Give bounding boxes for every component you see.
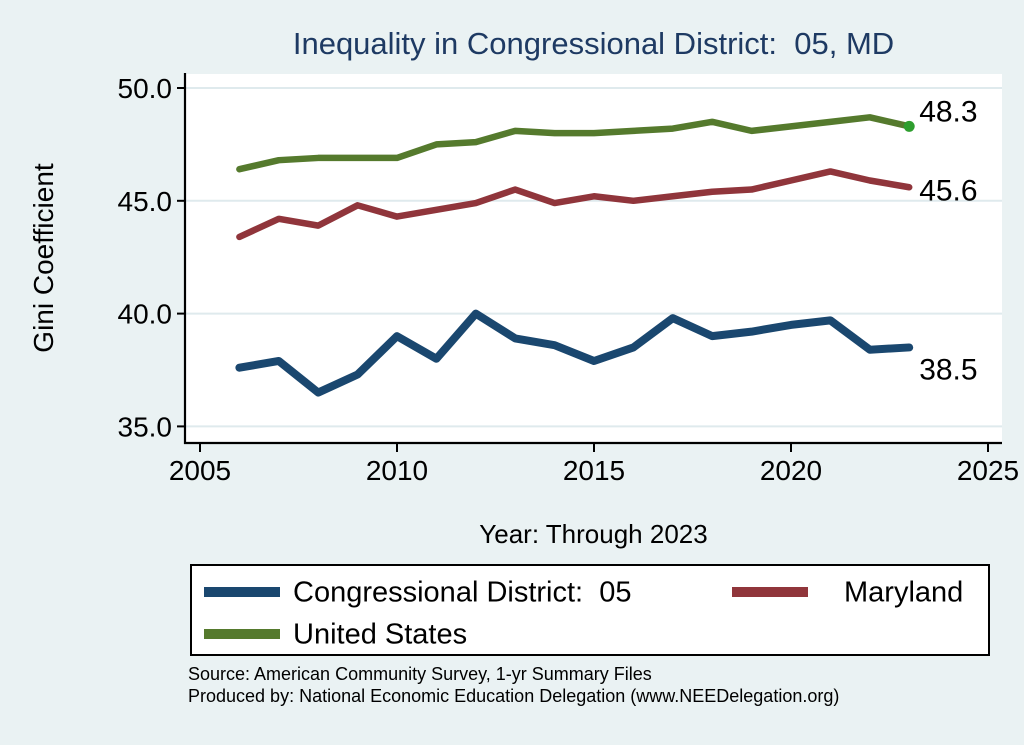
x-axis-title: Year: Through 2023 (479, 519, 708, 549)
legend: Congressional District: 05 Maryland Unit… (190, 564, 990, 656)
produced-by-line: Produced by: National Economic Education… (188, 686, 840, 706)
legend-swatch-united-states (204, 629, 280, 639)
y-tick-label: 40.0 (118, 299, 173, 330)
x-tick-label: 2010 (366, 455, 428, 486)
source-notes: Source: American Community Survey, 1-yr … (188, 663, 839, 707)
y-tick-label: 45.0 (118, 186, 173, 217)
source-line: Source: American Community Survey, 1-yr … (188, 664, 652, 684)
series-line-maryland (236, 168, 913, 241)
series-line-united-states (236, 114, 913, 173)
x-tick-label: 2015 (563, 455, 625, 486)
y-tick-label: 35.0 (118, 411, 173, 442)
series-end-value-label: 38.5 (919, 353, 977, 386)
legend-label-maryland: Maryland (844, 576, 964, 609)
chart-title: Inequality in Congressional District: 05… (292, 26, 895, 61)
series-end-value-label: 48.3 (919, 95, 977, 128)
legend-swatch-congressional-district (204, 587, 280, 597)
legend-label-congressional-district: Congressional District: 05 (293, 576, 632, 609)
legend-label-united-states: United States (293, 618, 468, 651)
x-tick-label: 2025 (957, 455, 1019, 486)
series-end-marker (903, 120, 915, 132)
series-line-congressional-district (235, 309, 914, 397)
legend-swatch-maryland (732, 587, 808, 597)
series-end-value-label: 45.6 (919, 174, 977, 207)
y-tick-label: 50.0 (118, 73, 173, 104)
x-tick-label: 2005 (169, 455, 231, 486)
x-tick-label: 2020 (760, 455, 822, 486)
